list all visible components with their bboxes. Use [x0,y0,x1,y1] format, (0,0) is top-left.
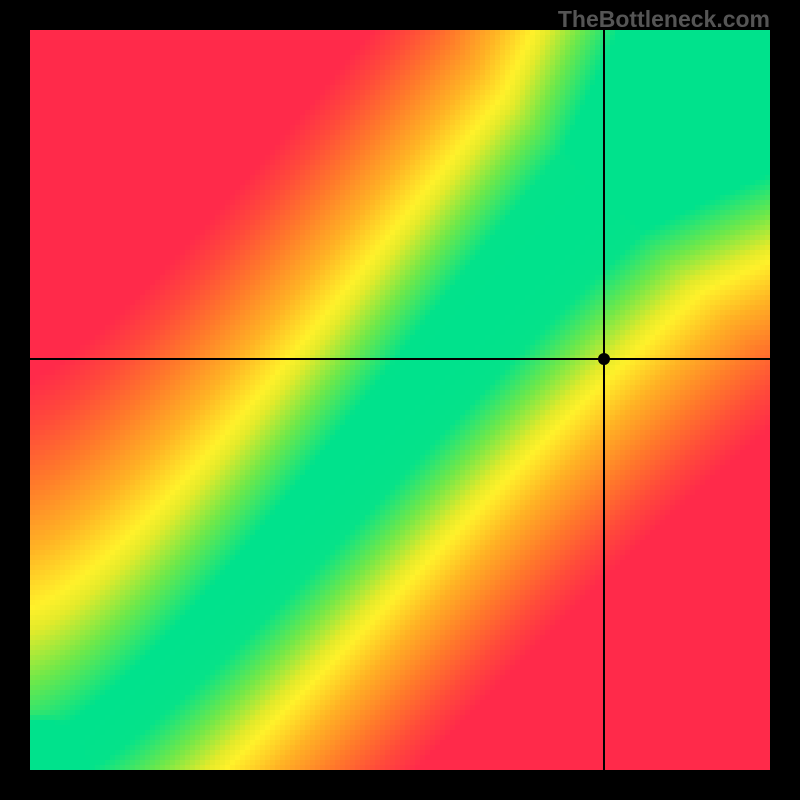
marker-point [598,353,610,365]
chart-container: TheBottleneck.com [0,0,800,800]
crosshair-horizontal [30,358,770,360]
crosshair-vertical [603,30,605,770]
bottleneck-heatmap [30,30,770,770]
watermark-text: TheBottleneck.com [558,6,770,33]
